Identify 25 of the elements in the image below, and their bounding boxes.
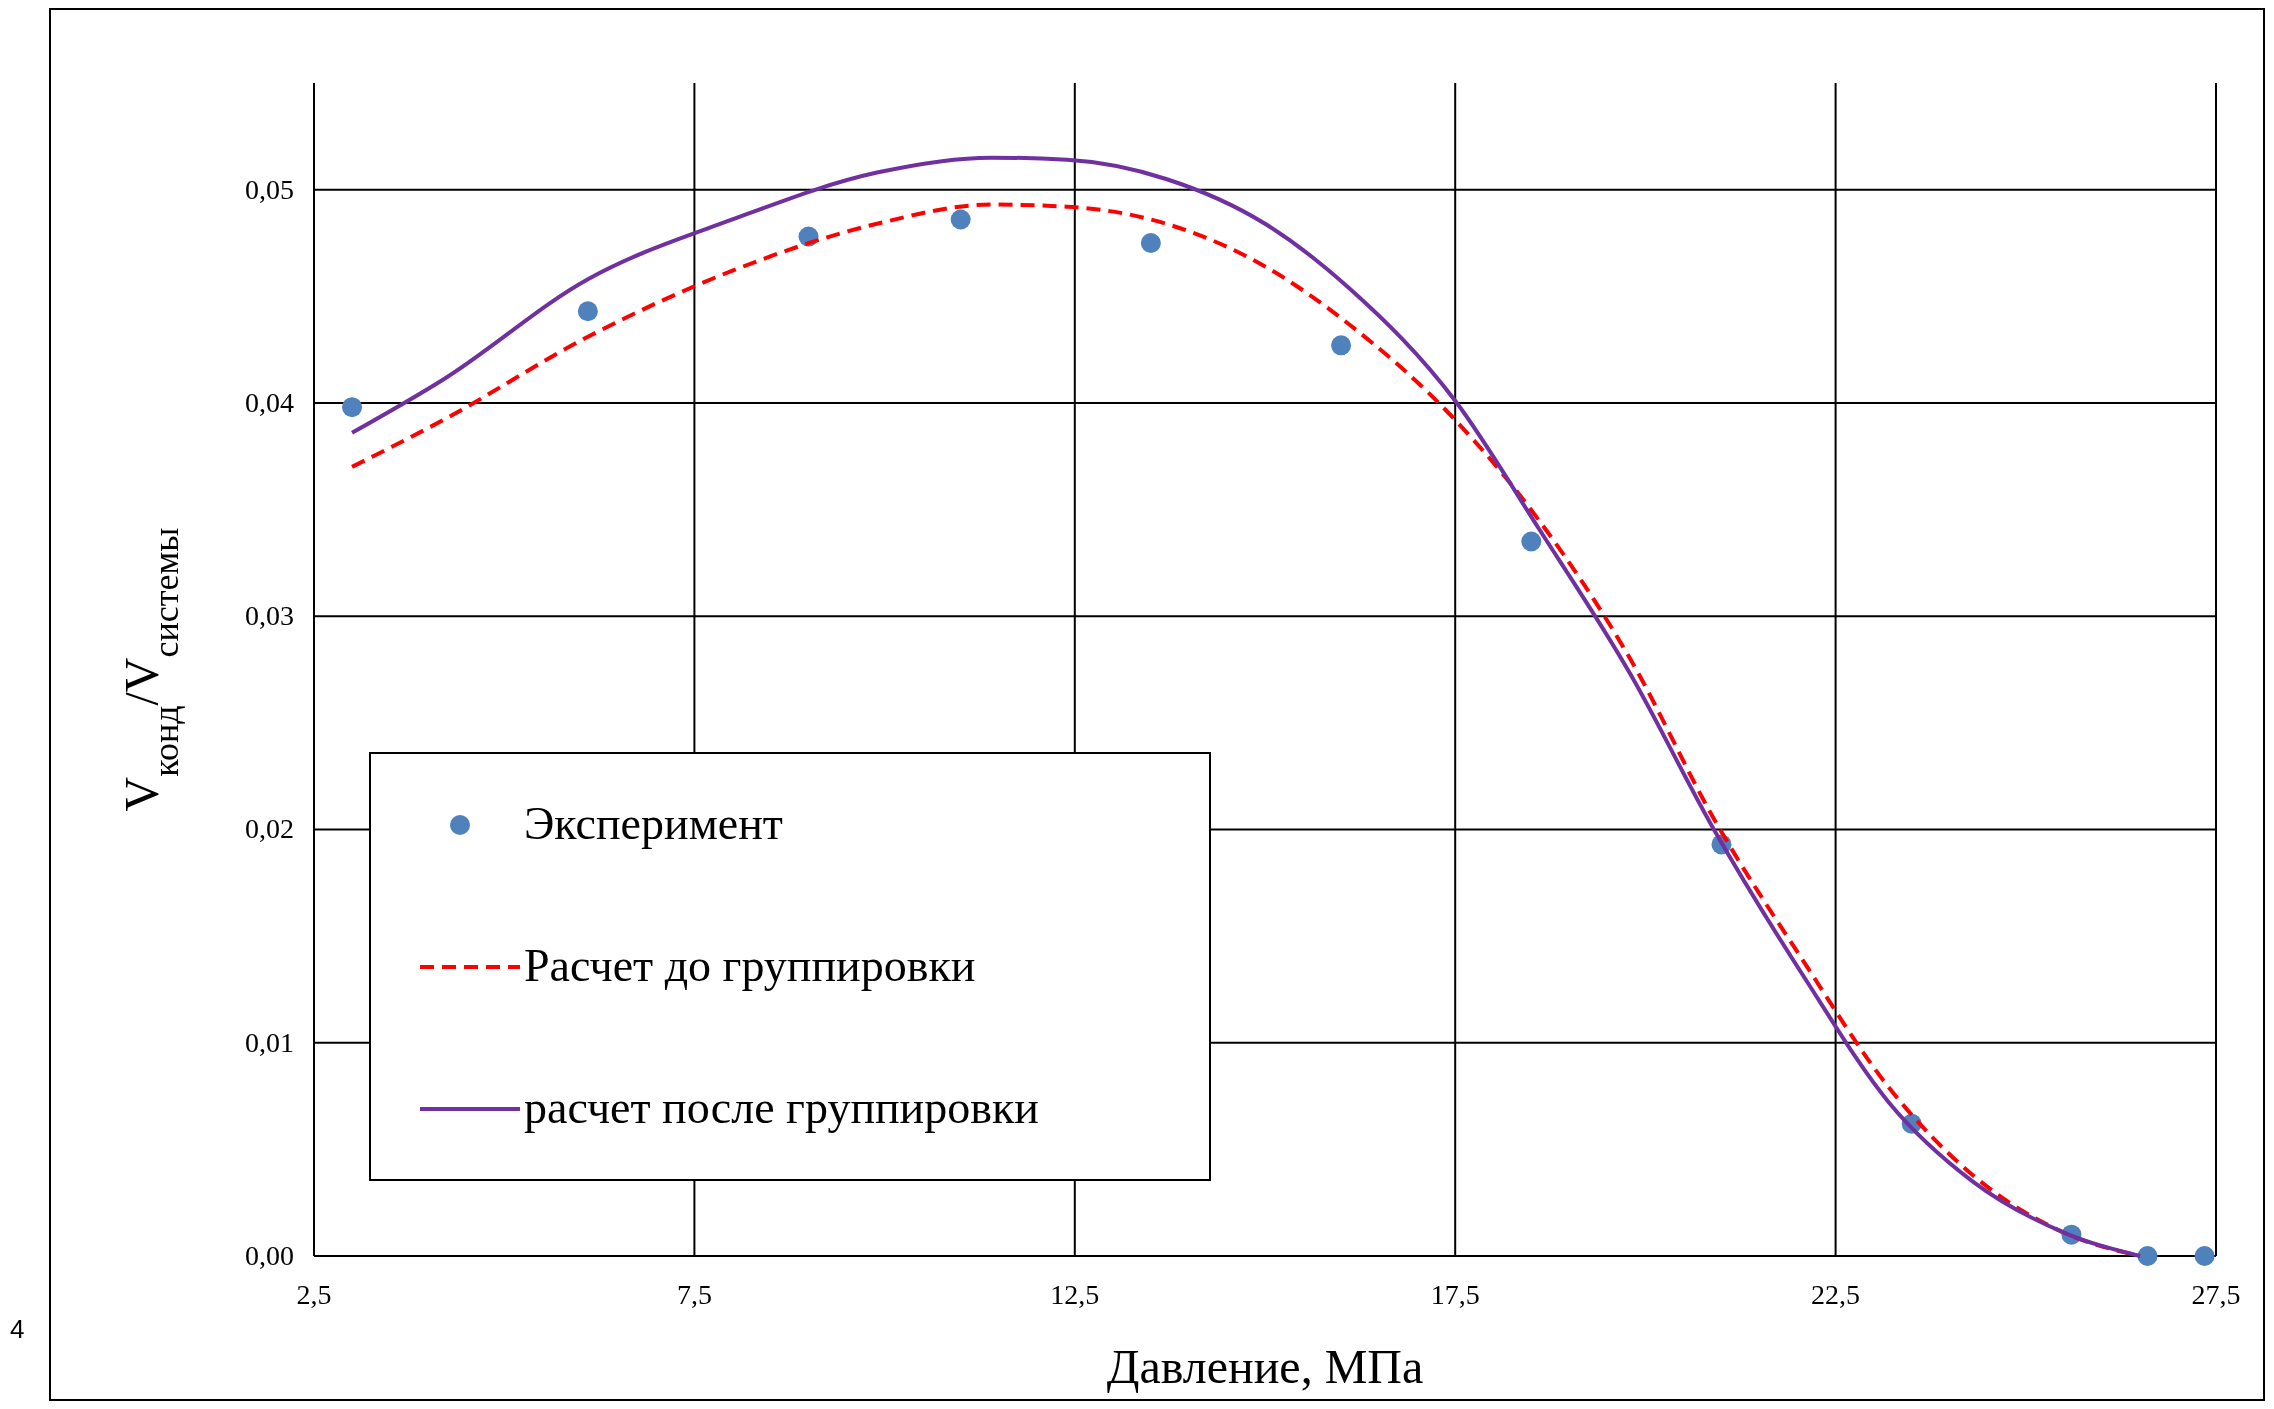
y-tick-label: 0,03 bbox=[245, 600, 294, 632]
point bbox=[1331, 335, 1352, 356]
point bbox=[342, 397, 363, 418]
point bbox=[2194, 1246, 2215, 1266]
point bbox=[577, 301, 598, 322]
y-tick-label: 0,01 bbox=[245, 1026, 294, 1058]
legend-label: Расчет до группировки bbox=[524, 940, 976, 991]
y-tick-label: 0,04 bbox=[245, 386, 294, 418]
y-tick-label: 0,05 bbox=[245, 173, 294, 205]
text: 4 bbox=[10, 1314, 25, 1344]
point bbox=[950, 209, 971, 230]
x-tick-label: 2,5 bbox=[296, 1279, 332, 1310]
x-tick-label: 7,5 bbox=[676, 1279, 712, 1310]
x-tick-label: 27,5 bbox=[2191, 1279, 2241, 1310]
legend-label: расчет после группировки bbox=[524, 1082, 1039, 1133]
point bbox=[2137, 1246, 2158, 1266]
point bbox=[1521, 531, 1542, 552]
y-tick-label: 0,02 bbox=[245, 813, 294, 845]
x-tick-label: 12,5 bbox=[1050, 1279, 1100, 1310]
point bbox=[1140, 232, 1161, 253]
y-tick-label: 0,00 bbox=[245, 1240, 294, 1271]
x-tick-label: 17,5 bbox=[1430, 1279, 1480, 1310]
x-tick-label: 22,5 bbox=[1811, 1279, 1861, 1310]
legend-label: Эксперимент bbox=[524, 798, 783, 849]
x-axis-title: Давление, МПа bbox=[1106, 1340, 1424, 1393]
